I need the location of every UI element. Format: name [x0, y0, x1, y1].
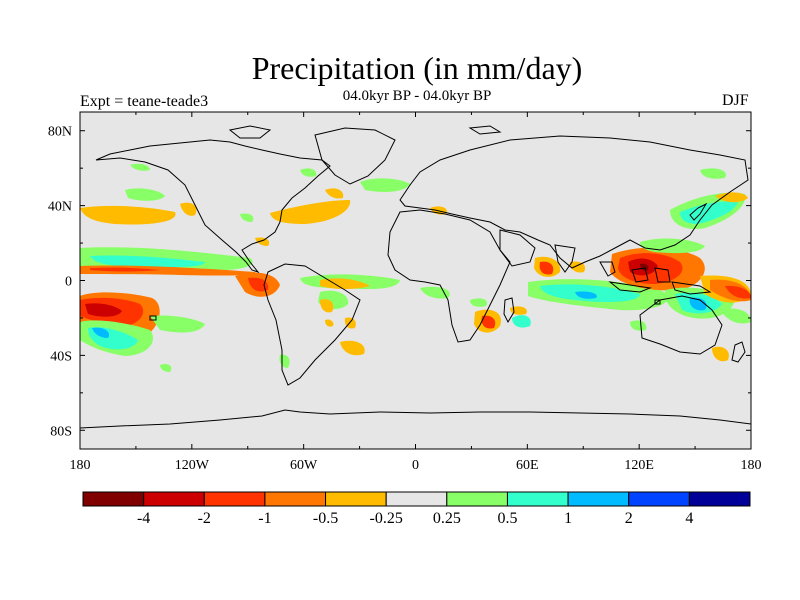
season-label: DJF [722, 92, 749, 109]
colorbar-swatch [325, 491, 387, 507]
chart-title: Precipitation (in mm/day) [251, 50, 583, 86]
colorbar-level-label: 1 [564, 510, 572, 527]
lon-tick-label: 180 [70, 458, 91, 473]
colorbar-level-label: -1 [258, 510, 271, 527]
longitude-axis: 180 120W 60W 0 60E 120E 180 [70, 112, 762, 473]
latitude-axis: 80N 40N 0 40S 80S [48, 125, 751, 439]
lon-tick-label: 120W [175, 458, 210, 473]
lon-tick-label: 60E [516, 458, 539, 473]
colorbar-swatch [203, 491, 266, 507]
colorbar-swatch [567, 491, 630, 507]
lat-tick-label: 80S [50, 424, 72, 439]
colorbar-level-label: -0.5 [313, 510, 338, 527]
lat-tick-label: 40S [50, 349, 72, 364]
experiment-label: Expt = teane-teade3 [80, 93, 209, 110]
lon-tick-label: 0 [412, 458, 419, 473]
lon-tick-label: 60W [290, 458, 318, 473]
colorbar-level-label: 0.5 [497, 510, 517, 527]
colorbar-swatch [628, 491, 690, 507]
colorbar-swatch [385, 491, 448, 507]
lat-tick-label: 40N [48, 200, 72, 215]
colorbar-swatch [446, 491, 508, 507]
colorbar-level-label: 2 [625, 510, 633, 527]
colorbar-level-label: 0.25 [433, 510, 461, 527]
time-range-label: 04.0kyr BP - 04.0kyr BP [342, 88, 492, 104]
colorbar-swatch [143, 491, 205, 507]
lon-tick-label: 120E [624, 458, 654, 473]
colorbar-swatch [82, 491, 145, 507]
colorbar-level-label: 4 [685, 510, 693, 527]
coastlines [80, 125, 751, 429]
lat-tick-label: 0 [65, 275, 72, 290]
colorbar-level-label: -0.25 [370, 510, 403, 527]
colorbar-level-label: -4 [137, 510, 150, 527]
lat-tick-label: 80N [48, 125, 72, 140]
colorbar-swatch [688, 491, 751, 507]
colorbar-level-label: -2 [198, 510, 211, 527]
colorbar-swatch [506, 491, 569, 507]
lon-tick-label: 180 [741, 458, 762, 473]
colorbar-swatch [264, 491, 327, 507]
colorbar: -4 -2 -1 -0.5 -0.25 0.25 0.5 1 2 4 [82, 491, 751, 527]
